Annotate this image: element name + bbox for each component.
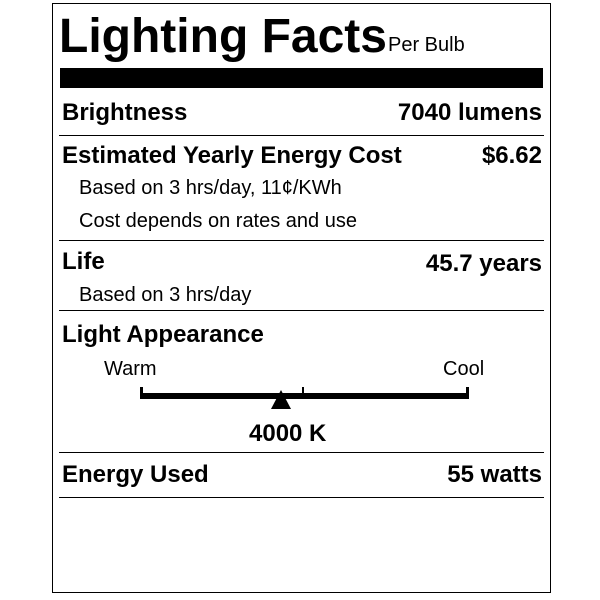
label-border: [52, 3, 551, 593]
energy-cost-value: $6.62: [481, 142, 542, 169]
divider: [59, 497, 544, 498]
life-note: Based on 3 hrs/day: [79, 284, 252, 306]
warm-label: Warm: [104, 358, 157, 380]
life-value: 45.7 years: [425, 250, 542, 277]
header-bar: [60, 68, 543, 88]
divider: [59, 310, 544, 311]
life-label: Life: [62, 248, 105, 275]
scale-tick: [302, 387, 304, 395]
color-temperature-value: 4000 K: [249, 420, 327, 447]
energy-cost-label: Estimated Yearly Energy Cost: [62, 142, 402, 169]
light-appearance-label: Light Appearance: [62, 321, 264, 348]
divider: [59, 135, 544, 136]
divider: [59, 452, 544, 453]
cool-label: Cool: [443, 358, 485, 380]
label-title: Lighting Facts: [59, 10, 387, 63]
brightness-label: Brightness: [62, 99, 188, 126]
brightness-value: 7040 lumens: [397, 99, 542, 126]
divider: [59, 240, 544, 241]
energy-cost-note: Cost depends on rates and use: [79, 210, 357, 232]
scale-tick: [466, 387, 469, 397]
energy-used-value: 55 watts: [447, 461, 542, 488]
color-temperature-marker-icon: [271, 390, 292, 409]
color-temperature-scale: [140, 393, 469, 399]
energy-used-label: Energy Used: [62, 461, 209, 488]
energy-cost-note: Based on 3 hrs/day, 11¢/KWh: [79, 177, 342, 199]
label-subtitle: Per Bulb: [388, 34, 465, 56]
scale-tick: [140, 387, 143, 397]
